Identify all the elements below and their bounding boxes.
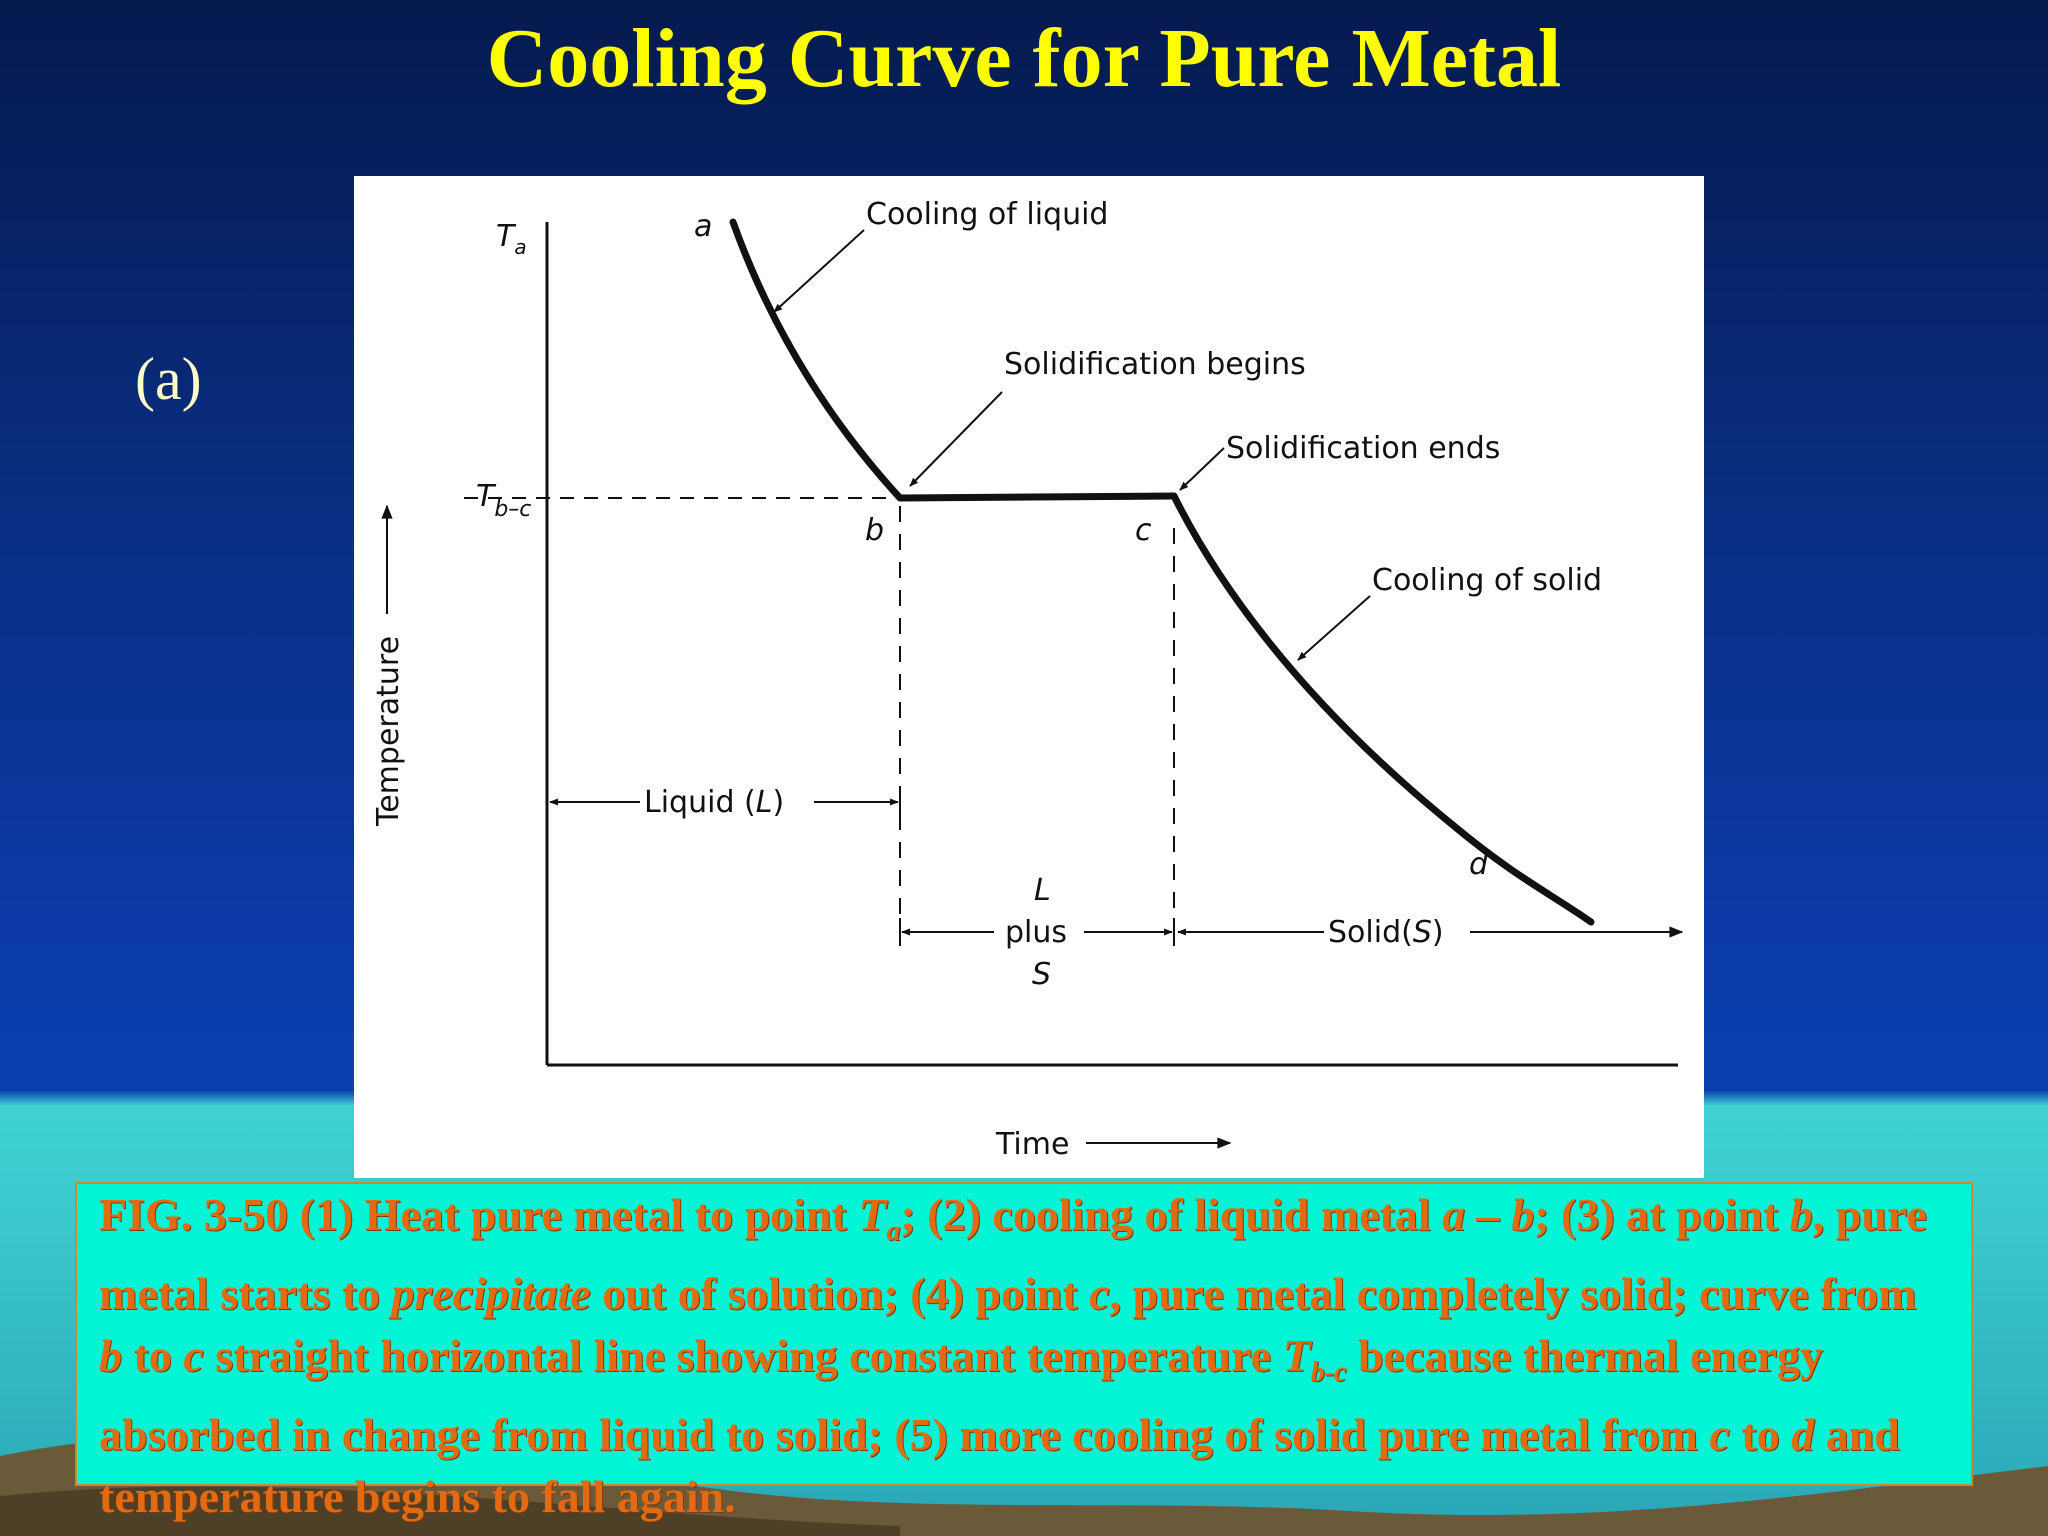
cooling-curve-svg: Ta Tb–c a b c d Cooling of liquid Solidi… [371,197,1684,1162]
point-a-label: a [694,209,712,244]
annotation-solid-ends: Solidification ends [1226,431,1500,466]
caption-box: FIG. 3-50 (1) Heat pure metal to point T… [75,1182,1973,1522]
region-mix-s: S [1032,957,1051,992]
x-axis-title: Time [995,1127,1069,1162]
point-b-label: b [865,513,884,548]
annotation-cooling-solid: Cooling of solid [1372,563,1602,598]
part-label: (a) [135,346,202,412]
cooling-liquid-curve [729,218,904,502]
annotation-solid-begins: Solidification begins [1004,347,1306,382]
annotation-cooling-liquid: Cooling of liquid [866,197,1108,232]
region-solid-label: Solid(S) [1328,915,1444,950]
pointer-solid-ends [1179,447,1225,491]
region-mix-l: L [1034,873,1051,908]
region-mix-plus: plus [1005,915,1067,950]
tick-tbc: Tb–c [476,479,531,522]
solidification-plateau [899,492,1175,502]
cooling-solid-curve [1170,492,1595,926]
cooling-curve-figure: Ta Tb–c a b c d Cooling of liquid Solidi… [354,176,1704,1178]
tick-ta: Ta [496,219,527,259]
slide-title: Cooling Curve for Pure Metal [486,12,1562,105]
pointer-cooling-liquid [773,229,865,313]
pointer-solid-begins [909,391,1003,487]
figure-caption: FIG. 3-50 (1) Heat pure metal to point T… [99,1189,1927,1523]
point-c-label: c [1135,513,1152,548]
pointer-cooling-solid [1297,595,1371,661]
y-axis-title: Temperature [371,636,406,827]
point-d-label: d [1469,847,1489,882]
region-liquid-label: Liquid (L) [644,785,784,820]
